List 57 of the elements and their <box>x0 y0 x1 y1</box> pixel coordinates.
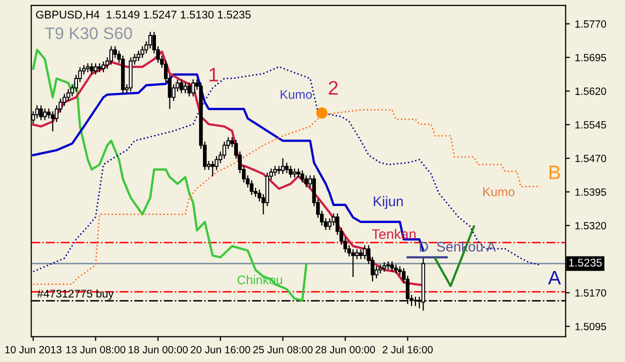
candlestick <box>284 162 289 174</box>
line-series <box>32 66 541 272</box>
x-tick-label: 28 Jun 00:00 <box>316 346 375 354</box>
annotation: Kumo <box>483 188 514 196</box>
y-tick-label: 1.5620 <box>575 88 606 95</box>
chart-title: GBPUSD,H4 1.5149 1.5247 1.5130 1.5235 <box>36 10 251 20</box>
y-tick-label: 1.5545 <box>575 121 606 129</box>
candlestick <box>300 170 304 184</box>
candlestick <box>355 248 359 260</box>
x-tick-label: 10 Jun 2013 <box>5 346 62 354</box>
annotation: Kijun <box>374 196 403 209</box>
candlestick <box>210 160 214 177</box>
x-tick-label: 13 Jun 08:00 <box>66 346 126 354</box>
candlestick <box>250 180 254 196</box>
annotation: 2 <box>328 81 338 95</box>
candlestick <box>94 62 98 76</box>
candlestick <box>50 110 55 132</box>
candlestick <box>273 165 277 176</box>
annotation: B <box>550 166 560 180</box>
candlestick <box>109 46 114 66</box>
candlestick <box>222 141 226 160</box>
candlestick <box>382 262 386 272</box>
candlestick <box>280 158 285 175</box>
candlestick <box>187 82 192 97</box>
y-tick-label: 1.5695 <box>575 54 606 62</box>
y-tick-label: 1.5770 <box>575 20 606 28</box>
y-tick-label: 1.5095 <box>575 322 606 330</box>
candlestick <box>102 60 106 73</box>
candlestick <box>180 78 184 94</box>
x-tick-label: 25 Jun 08:00 <box>253 346 313 354</box>
candlestick <box>351 248 355 278</box>
candlestick <box>43 108 47 121</box>
candlestick <box>390 260 394 272</box>
candlestick <box>288 165 292 178</box>
ref-line-label: 1.5235 <box>569 258 602 267</box>
text: T9 K30 S60 <box>44 27 132 40</box>
x-tick-label: 20 Jun 16:00 <box>190 346 250 354</box>
candlestick <box>191 78 195 97</box>
candlestick <box>328 218 332 231</box>
annotation: A <box>548 271 561 284</box>
candlestick <box>358 248 363 260</box>
candlestick <box>136 50 140 62</box>
candlestick <box>140 46 144 58</box>
y-tick-label: 1.5170 <box>575 289 606 297</box>
x-tick-label: 2 Jul 16:00 <box>382 346 433 354</box>
y-tick-label: 1.5395 <box>575 188 606 196</box>
candlestick <box>183 82 188 94</box>
y-tick-label: 1.5470 <box>575 154 606 162</box>
candlestick <box>148 31 152 50</box>
annotation: 1 <box>210 68 218 82</box>
candlestick <box>304 174 308 188</box>
x-tick-label: 18 Jun 00:00 <box>128 346 188 354</box>
candlestick <box>362 244 367 260</box>
candlestick <box>39 104 43 121</box>
y-tick-label: 1.5320 <box>575 222 606 230</box>
candlestick <box>90 62 94 76</box>
annotation: Kumo <box>280 90 312 99</box>
